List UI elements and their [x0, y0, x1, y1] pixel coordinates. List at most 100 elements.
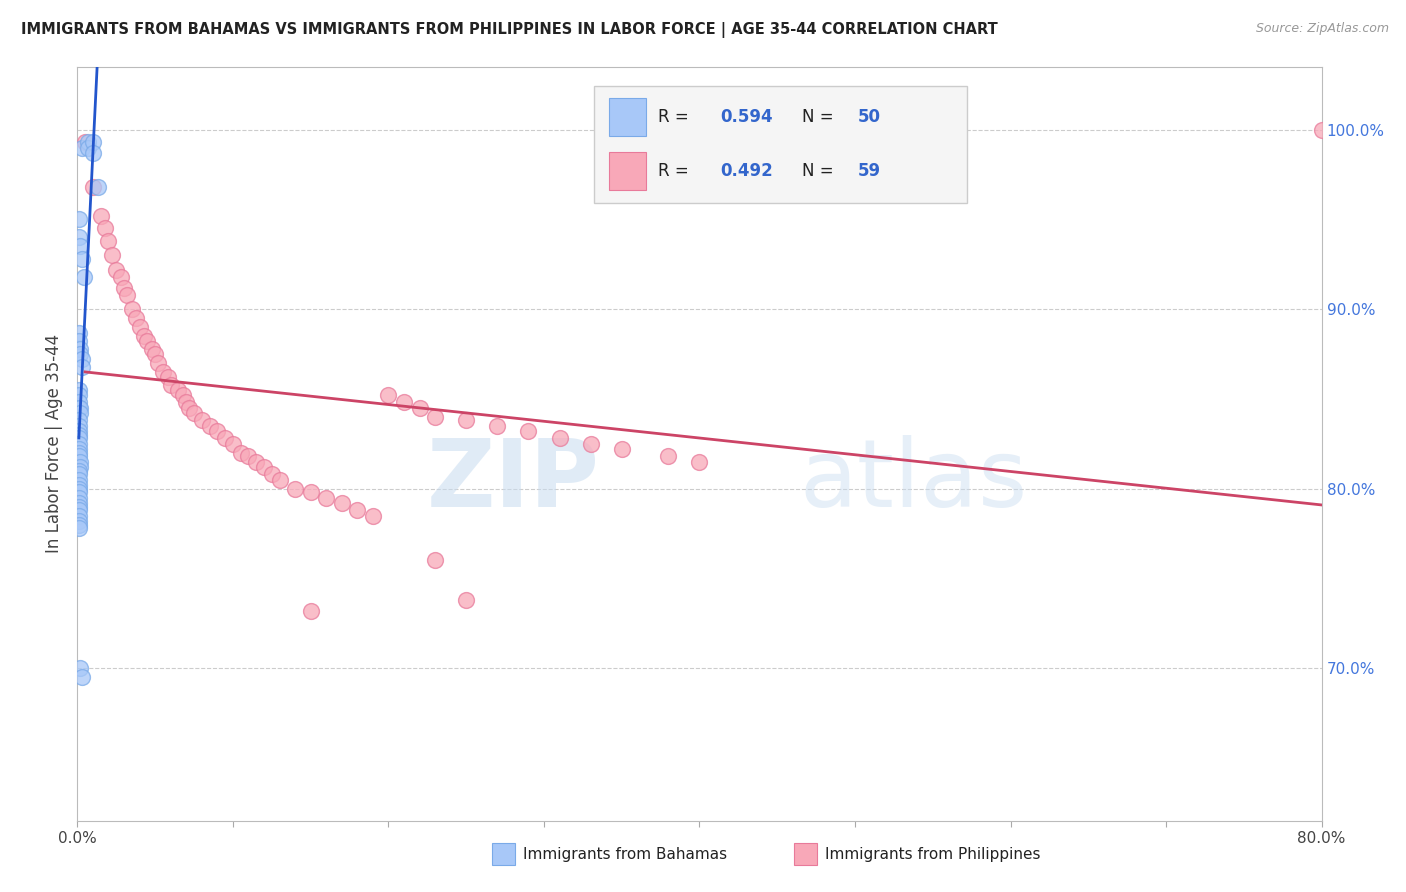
- Point: [179, 401, 201, 415]
- Point: [72, 269, 94, 284]
- Point: [67, 383, 90, 397]
- Point: [70, 670, 93, 684]
- Text: Source: ZipAtlas.com: Source: ZipAtlas.com: [1256, 22, 1389, 36]
- Point: [423, 409, 446, 424]
- Point: [125, 311, 148, 326]
- Point: [67, 326, 90, 340]
- Point: [377, 388, 399, 402]
- Point: [67, 446, 90, 460]
- FancyBboxPatch shape: [609, 98, 645, 136]
- Point: [94, 221, 117, 235]
- Point: [315, 491, 337, 505]
- Point: [67, 212, 90, 227]
- Point: [67, 431, 90, 445]
- Point: [67, 491, 90, 505]
- Point: [548, 431, 571, 445]
- Point: [67, 427, 90, 442]
- Point: [238, 450, 260, 464]
- Point: [67, 334, 90, 349]
- Point: [172, 388, 194, 402]
- Point: [143, 347, 166, 361]
- Point: [361, 508, 384, 523]
- Text: Immigrants from Philippines: Immigrants from Philippines: [825, 847, 1040, 862]
- Point: [579, 437, 602, 451]
- Point: [67, 413, 90, 427]
- Point: [70, 141, 93, 155]
- Point: [67, 450, 90, 464]
- Point: [67, 482, 90, 496]
- Text: R =: R =: [658, 108, 695, 127]
- Text: 0.594: 0.594: [721, 108, 773, 127]
- Y-axis label: In Labor Force | Age 35-44: In Labor Force | Age 35-44: [45, 334, 63, 553]
- Text: R =: R =: [658, 162, 695, 180]
- Point: [121, 302, 143, 317]
- FancyBboxPatch shape: [593, 86, 967, 202]
- Point: [67, 521, 90, 535]
- Point: [69, 342, 91, 356]
- Point: [167, 383, 190, 397]
- Point: [115, 288, 138, 302]
- Point: [148, 356, 170, 370]
- Point: [67, 437, 90, 451]
- Point: [110, 269, 132, 284]
- Point: [90, 209, 112, 223]
- Point: [67, 418, 90, 433]
- Point: [105, 262, 128, 277]
- Point: [299, 604, 322, 618]
- Point: [486, 418, 509, 433]
- Point: [82, 146, 104, 161]
- Point: [70, 359, 93, 374]
- Point: [67, 485, 90, 500]
- Point: [77, 141, 100, 155]
- Point: [198, 418, 221, 433]
- Point: [69, 455, 91, 469]
- Point: [69, 661, 91, 675]
- Point: [190, 413, 214, 427]
- Point: [69, 239, 91, 253]
- Point: [69, 406, 91, 420]
- Text: N =: N =: [801, 162, 838, 180]
- Point: [67, 467, 90, 482]
- Point: [67, 395, 90, 409]
- Point: [100, 248, 122, 262]
- Point: [86, 180, 108, 194]
- Text: ZIP: ZIP: [427, 435, 600, 527]
- Point: [1310, 122, 1333, 136]
- Point: [82, 136, 104, 150]
- Point: [346, 503, 368, 517]
- Point: [75, 136, 97, 150]
- Point: [392, 395, 415, 409]
- Point: [67, 442, 90, 457]
- Point: [408, 401, 430, 415]
- Point: [112, 280, 135, 294]
- Text: IMMIGRANTS FROM BAHAMAS VS IMMIGRANTS FROM PHILIPPINES IN LABOR FORCE | AGE 35-4: IMMIGRANTS FROM BAHAMAS VS IMMIGRANTS FR…: [21, 22, 998, 38]
- Point: [141, 342, 163, 356]
- Point: [517, 424, 540, 438]
- Point: [214, 431, 236, 445]
- Point: [269, 473, 291, 487]
- Point: [330, 496, 353, 510]
- Point: [159, 377, 181, 392]
- Point: [136, 334, 159, 349]
- Point: [299, 485, 322, 500]
- Point: [260, 467, 283, 482]
- Point: [610, 442, 633, 457]
- Point: [456, 413, 478, 427]
- Point: [77, 136, 100, 150]
- Point: [134, 329, 156, 343]
- Text: 59: 59: [858, 162, 880, 180]
- Point: [67, 464, 90, 478]
- Point: [67, 230, 90, 244]
- Point: [67, 517, 90, 532]
- Text: N =: N =: [801, 108, 838, 127]
- Point: [69, 401, 91, 415]
- Point: [67, 514, 90, 528]
- Point: [82, 180, 104, 194]
- Text: atlas: atlas: [799, 435, 1028, 527]
- Point: [69, 460, 91, 475]
- Point: [183, 406, 205, 420]
- Point: [70, 252, 93, 266]
- Point: [67, 424, 90, 438]
- Point: [174, 395, 197, 409]
- Point: [423, 553, 446, 567]
